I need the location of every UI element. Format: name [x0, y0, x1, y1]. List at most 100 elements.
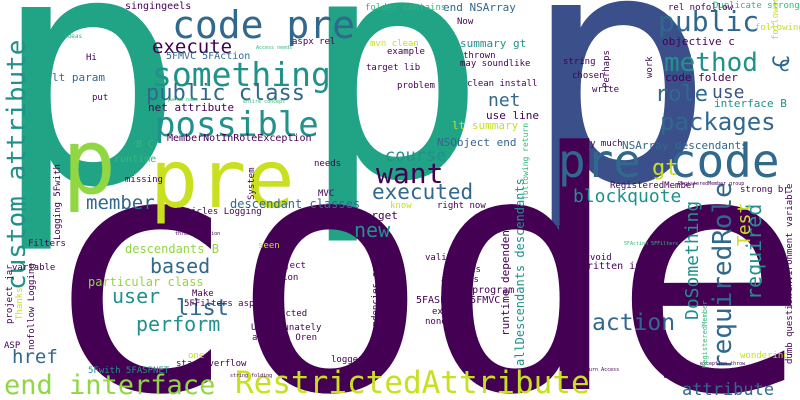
word-something: something [152, 55, 331, 94]
word-all-descendants: allDescendants descendants [513, 178, 527, 366]
word-know: know [390, 201, 412, 211]
word-example: example [387, 47, 425, 57]
word-duplicate-strong: Duplicate strong [713, 1, 800, 11]
word-mvn-clean: mvn clean [370, 39, 419, 49]
word-wondering: wondering [740, 351, 789, 361]
word-project-jar: project jar [5, 264, 15, 324]
word-end-interface: end interface [4, 370, 216, 400]
word-action: action [592, 310, 676, 336]
word-logged: logged [331, 355, 364, 365]
word-want: want [376, 157, 444, 190]
word-perhaps: Perhaps [602, 50, 612, 88]
word-validate: validate [425, 253, 469, 263]
word-exception-throw: 5FAction 5FFilters [624, 241, 679, 247]
word-may-soundlike: may soundlike [460, 59, 531, 69]
word-packages: packages [660, 108, 776, 136]
word-param-name: NotImply [175, 225, 200, 231]
word-interface-b: interface B [714, 97, 787, 110]
word-stackoverflow: stackoverflow [176, 359, 247, 369]
word-lt-summary: lt summary [452, 119, 519, 132]
word-p-left: p [0, 0, 185, 258]
word-asp: ASP [4, 341, 21, 351]
word-dumb-question: dumb question [785, 293, 795, 364]
word-pretty-much: pretty much [563, 139, 623, 149]
word-articles-logging: Articles Logging [175, 207, 262, 217]
word-method: method [664, 48, 758, 78]
word-new: new [354, 218, 391, 242]
word-access-needs: ideas [64, 33, 83, 40]
word-possible: possible [155, 105, 319, 145]
word-explain: explain [432, 307, 470, 317]
word-granted: granted [636, 295, 674, 305]
word-right-now: right now [437, 201, 486, 211]
word-entire-concept: throw exception [175, 231, 221, 237]
word-net-attribute: net attribute [148, 101, 235, 114]
word-rel-nofollow: work [645, 56, 655, 78]
word-mvc: MVC [318, 189, 335, 199]
word-5fwith-5faspnet: 5Fwith 5FASPNET [88, 366, 170, 376]
word-missing: missing [125, 175, 163, 185]
word-custom-attribute: custom attribute [2, 39, 32, 290]
word-singingeels: singingeels [125, 1, 192, 12]
word-return-access: RegisteredMember group [678, 181, 745, 187]
word-descendants-b: descendants B [125, 242, 219, 256]
word-code-big: code [40, 83, 800, 400]
word-executed: executed [372, 180, 474, 204]
word-nsobject-end: NSObject end [437, 136, 517, 149]
word-lt-param: lt param [52, 71, 105, 84]
word-allowmultiple: entire concept [243, 99, 286, 105]
word-net: net [488, 90, 521, 111]
word-nofollow-logging: nofollow Logging [27, 263, 37, 350]
word-summary-gt: summary gt [460, 37, 527, 50]
word-one: one [188, 351, 205, 361]
word-p-center: p [300, 0, 487, 250]
word-nsarray-descendants: NSArray descendants [622, 139, 748, 152]
word-restricted: restricted [253, 309, 308, 319]
word-public-class: public class [146, 81, 305, 106]
word-end-nsarray: end NSArray [443, 1, 516, 14]
word-env: ENV [553, 225, 570, 235]
word-objective-c: objective c [662, 35, 735, 48]
word-5ffilters-aspx: 5FFilters aspx [184, 299, 260, 309]
word-ideas: following [771, 0, 781, 40]
word-5faction-5ffilters: following return [521, 122, 530, 200]
word-aspx-rel: aspx rel [292, 37, 336, 47]
word-c-big: C [770, 54, 795, 68]
word-seen: seen [258, 241, 280, 251]
word-thrown: thrown [463, 51, 496, 61]
word-pre: pre [150, 133, 295, 226]
word-runtime: runtime [114, 154, 157, 165]
word-unfortunately: Unfortunately [251, 323, 322, 333]
word-chosen: chosen [572, 71, 605, 81]
word-user: user [112, 284, 161, 308]
word-based: based [150, 254, 211, 278]
word-notimply: return Access [580, 367, 620, 373]
word-member-not-in-role: MemberNotInRoleException [167, 133, 312, 144]
word-system: System [247, 167, 257, 200]
word-needs: needs [314, 159, 342, 169]
word-registered-member-group: RegisteredMember [701, 300, 709, 368]
word-member: member [86, 192, 155, 214]
word-work: following [755, 23, 800, 33]
word-code-folder: code folder [665, 71, 738, 84]
word-now: Now [457, 17, 474, 27]
word-following: rel nofollow [668, 3, 734, 13]
word-use-line: use line [486, 109, 539, 122]
word-use: use [712, 82, 745, 103]
word-throw-exception: string folding [230, 373, 273, 379]
word-none: none [425, 317, 447, 327]
word-href: href [12, 346, 58, 368]
word-perl-program: Perl program [442, 285, 515, 296]
word-logging-5fwith: Logging 5Fwith [53, 164, 63, 240]
word-question: question [255, 273, 299, 283]
word-p-small: p [62, 110, 117, 215]
word-void: void [590, 253, 612, 263]
word-clean-install: clean install [467, 79, 538, 89]
word-descendant-classes: descendant classes [230, 197, 361, 211]
word-string: string [563, 57, 596, 67]
word-advance-oren: advance Oren [252, 333, 318, 343]
word-p-right: p [522, 0, 715, 256]
word-gt: gt [652, 156, 679, 181]
word-pre-code: pre code [558, 134, 780, 188]
